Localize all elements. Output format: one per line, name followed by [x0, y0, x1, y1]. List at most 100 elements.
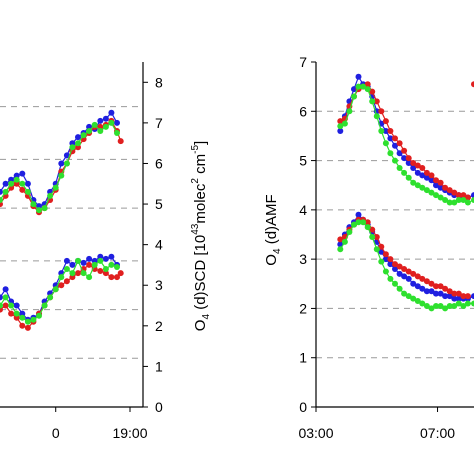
data-point-left-0-0-5 — [24, 180, 31, 187]
data-point-left-2-0-9 — [47, 192, 54, 199]
data-point-right-2-1-4 — [355, 219, 362, 226]
data-point-left-1-0-3 — [13, 180, 20, 187]
data-point-left-1-1-4 — [19, 322, 26, 329]
y-tick-label-right-5: 5 — [299, 153, 307, 169]
y-tick-label-left-4: 4 — [155, 237, 163, 253]
data-point-right-2-0-22 — [437, 194, 444, 201]
data-point-left-2-1-21 — [114, 264, 120, 270]
data-point-left-0-0-1 — [2, 180, 9, 187]
data-point-right-1-0-14 — [401, 147, 408, 154]
series-line-right-0-1 — [339, 213, 474, 300]
data-point-right-2-0-5 — [360, 83, 367, 90]
data-point-right-0-0-0 — [337, 128, 344, 134]
data-point-right-2-0-11 — [387, 150, 394, 157]
y-tick-label-left-1: 1 — [155, 358, 163, 374]
data-point-left-2-0-1 — [2, 188, 9, 195]
data-point-right-0-1-20 — [428, 288, 435, 295]
y-tick-label-left-2: 2 — [155, 318, 163, 334]
data-point-left-2-1-13 — [69, 270, 76, 277]
data-point-right-2-0-29 — [471, 197, 474, 203]
data-point-right-0-0-14 — [401, 155, 408, 162]
data-point-right-0-1-12 — [392, 266, 398, 272]
data-point-right-2-0-23 — [442, 197, 449, 203]
data-point-right-2-1-14 — [401, 290, 408, 297]
x-tick-label-left-1: 19:00 — [112, 425, 147, 441]
y-tick-label-right-0: 0 — [299, 399, 307, 415]
grid-left — [0, 106, 143, 359]
data-point-left-0-0-3 — [13, 172, 20, 179]
data-point-left-0-1-16 — [86, 255, 93, 262]
data-point-right-2-1-21 — [433, 303, 439, 309]
data-point-right-1-1-13 — [396, 263, 403, 270]
data-point-left-2-0-10 — [52, 184, 59, 191]
data-point-left-2-0-16 — [86, 128, 93, 134]
data-point-right-1-1-7 — [369, 226, 376, 233]
axes-right — [315, 62, 474, 408]
data-point-right-0-0-13 — [396, 150, 403, 157]
data-point-right-0-1-17 — [414, 283, 421, 290]
data-point-right-0-0-4 — [355, 73, 362, 80]
data-point-left-2-1-9 — [47, 294, 54, 301]
y-tick-label-left-3: 3 — [155, 277, 163, 293]
data-point-right-1-1-26 — [455, 290, 462, 297]
x-ticks-right: 03:00 07:00 — [298, 407, 455, 441]
data-point-left-2-0-5 — [24, 188, 31, 195]
x-tick-label-right-1: 07:00 — [420, 425, 455, 441]
data-point-right-1-0-17 — [414, 162, 421, 169]
data-point-right-1-1-28 — [464, 293, 471, 300]
data-point-right-2-0-13 — [396, 165, 403, 171]
data-point-left-1-1-1 — [2, 302, 9, 309]
x-ticks-left: 0 19:00 — [52, 407, 148, 441]
data-point-right-0-1-4 — [355, 211, 362, 218]
data-point-left-2-0-18 — [97, 128, 104, 134]
data-point-left-0-0-12 — [63, 152, 70, 159]
data-point-left-0-0-0 — [0, 188, 3, 195]
data-point-right-2-0-6 — [364, 86, 371, 93]
data-point-right-0-1-26 — [455, 295, 462, 302]
data-point-right-2-1-11 — [387, 275, 394, 282]
y-tick-label-right-1: 1 — [299, 350, 307, 366]
data-point-right-1-1-15 — [405, 268, 412, 275]
data-point-left-2-1-14 — [75, 257, 81, 264]
data-point-left-2-1-7 — [36, 312, 42, 319]
data-point-left-2-0-11 — [58, 172, 65, 179]
data-point-left-0-1-1 — [2, 286, 9, 293]
data-point-left-2-1-12 — [63, 266, 70, 272]
data-point-right-1-0-26 — [455, 192, 462, 199]
data-point-right-1-0-8 — [373, 98, 380, 105]
data-point-right-1-1-10 — [382, 251, 389, 258]
data-point-right-0-1-22 — [437, 290, 444, 297]
data-point-right-1-1-0 — [337, 236, 344, 243]
data-point-right-2-0-3 — [351, 93, 357, 100]
y-tick-label-left-0: 0 — [155, 399, 163, 415]
data-point-right-2-1-20 — [428, 305, 435, 312]
data-point-right-2-0-15 — [405, 174, 412, 181]
data-point-right-1-1-27 — [460, 293, 467, 300]
data-point-right-1-1-14 — [401, 266, 408, 272]
y-axis-label-right: O4 (d)AMF — [263, 194, 283, 265]
data-point-left-1-1-11 — [58, 282, 65, 289]
series-line-left-2-1 — [0, 259, 118, 323]
data-point-left-2-0-0 — [0, 197, 3, 203]
data-point-right-1-0-10 — [382, 118, 389, 125]
data-point-right-2-0-17 — [414, 182, 421, 189]
data-point-left-2-1-17 — [91, 261, 98, 268]
data-point-left-0-0-18 — [97, 117, 104, 124]
data-point-right-2-1-23 — [442, 305, 449, 312]
data-point-left-0-1-12 — [63, 257, 70, 264]
data-point-right-0-0-3 — [351, 86, 357, 93]
data-point-right-1-0-27 — [460, 192, 467, 199]
y-tick-label-left-6: 6 — [155, 155, 163, 171]
data-point-left-2-1-1 — [2, 294, 9, 301]
data-point-right-1-1-19 — [423, 278, 430, 285]
data-point-right-2-0-19 — [423, 187, 430, 194]
data-point-right-2-0-8 — [373, 113, 380, 120]
data-point-right-1-1-16 — [410, 270, 417, 277]
data-point-left-2-1-6 — [30, 316, 37, 323]
data-point-right-0-1-29 — [471, 293, 474, 300]
data-point-right-2-1-12 — [392, 280, 398, 287]
data-point-left-2-0-12 — [63, 160, 70, 167]
data-point-right-2-1-22 — [437, 303, 444, 309]
data-point-left-0-0-16 — [86, 123, 93, 130]
data-point-right-2-0-24 — [446, 199, 453, 206]
